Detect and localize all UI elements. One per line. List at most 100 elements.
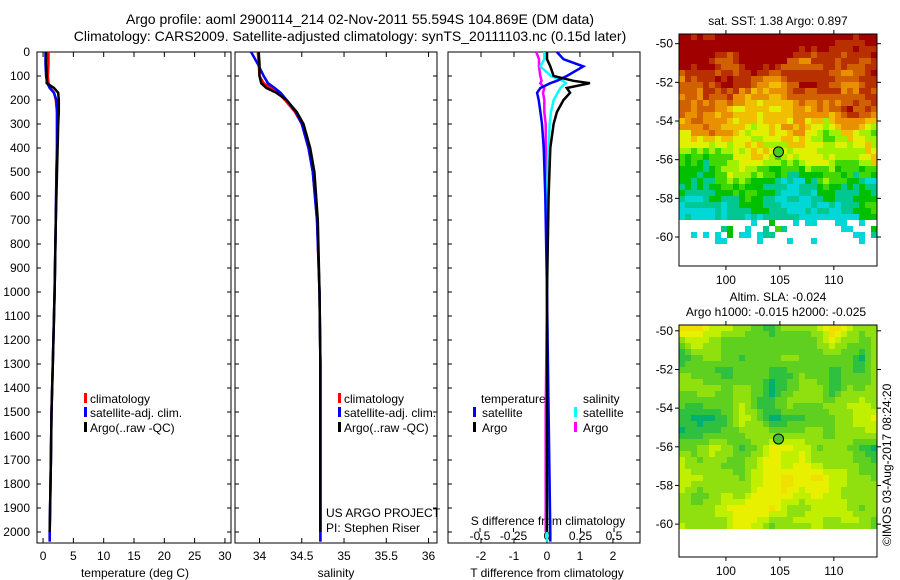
map-cell: [757, 373, 763, 379]
map-cell: [823, 148, 829, 154]
map-cell: [859, 367, 865, 373]
map-cell: [703, 136, 709, 142]
map-cell: [841, 52, 847, 58]
map-cell: [841, 172, 847, 178]
map-cell: [685, 343, 691, 349]
map-cell: [835, 367, 841, 373]
map-cell: [865, 178, 871, 184]
map-cell: [745, 391, 751, 397]
map-cell: [715, 475, 721, 481]
map-cell: [823, 70, 829, 76]
map-cell: [739, 403, 745, 409]
map-cell: [727, 403, 733, 409]
map-cell: [817, 463, 823, 469]
map-cell: [691, 421, 697, 427]
map-cell: [847, 118, 853, 124]
map-cell: [751, 361, 757, 367]
map-cell: [727, 415, 733, 421]
map-cell: [727, 487, 733, 493]
map-cell: [853, 208, 859, 214]
map-cell: [835, 154, 841, 160]
map-cell: [793, 124, 799, 130]
map-cell: [799, 505, 805, 511]
map-cell: [853, 349, 859, 355]
legend-swatch-climatology: [84, 393, 87, 403]
map-cell: [703, 142, 709, 148]
map-cell: [805, 124, 811, 130]
map-cell: [865, 367, 871, 373]
map-cell: [685, 142, 691, 148]
map-cell: [703, 499, 709, 505]
map-cell: [871, 361, 877, 367]
map-cell: [799, 343, 805, 349]
map-cell: [727, 142, 733, 148]
map-cell: [829, 94, 835, 100]
map-cell: [787, 439, 793, 445]
map-cell: [769, 130, 775, 136]
map-cell: [841, 331, 847, 337]
map-cell: [871, 148, 877, 154]
map-cell: [865, 331, 871, 337]
map-cell: [817, 196, 823, 202]
map-cell: [703, 325, 709, 331]
map-cell: [757, 439, 763, 445]
map-cell: [793, 94, 799, 100]
map-cell: [817, 439, 823, 445]
map-cell: [829, 367, 835, 373]
map-cell: [733, 361, 739, 367]
map-cell: [859, 331, 865, 337]
map-cell: [739, 361, 745, 367]
x-tick-label: 34.5: [290, 549, 314, 563]
map-x-tick-label: 110: [824, 564, 843, 578]
map-cell: [709, 130, 715, 136]
map-cell: [715, 463, 721, 469]
map-frame: [678, 324, 878, 558]
map-cell: [757, 70, 763, 76]
map-cell: [841, 415, 847, 421]
map-cell: [781, 208, 787, 214]
map-cell: [721, 196, 727, 202]
map-cell: [787, 238, 793, 244]
map-cell: [793, 100, 799, 106]
map-cell: [781, 88, 787, 94]
map-cell: [679, 379, 685, 385]
map-cell: [739, 154, 745, 160]
map-cell: [871, 481, 877, 487]
map-cell: [751, 439, 757, 445]
map-cell: [739, 196, 745, 202]
map-cell: [685, 184, 691, 190]
map-cell: [841, 124, 847, 130]
map-cell: [787, 511, 793, 517]
map-cell: [835, 361, 841, 367]
map-cell: [727, 367, 733, 373]
map-cell: [685, 148, 691, 154]
map-cell: [679, 190, 685, 196]
map-cell: [679, 106, 685, 112]
map-cell: [811, 142, 817, 148]
map-cell: [733, 505, 739, 511]
map-cell: [757, 457, 763, 463]
map-cell: [769, 415, 775, 421]
map-cell: [859, 397, 865, 403]
map-cell: [793, 487, 799, 493]
map-cell: [691, 403, 697, 409]
map-cell: [715, 487, 721, 493]
map-cell: [697, 451, 703, 457]
map-cell: [691, 118, 697, 124]
map-cell: [739, 487, 745, 493]
map-cell: [841, 184, 847, 190]
map-cell: [739, 118, 745, 124]
map-cell: [685, 58, 691, 64]
map-cell: [715, 451, 721, 457]
map-cell: [685, 52, 691, 58]
map-cell: [715, 64, 721, 70]
map-cell: [829, 445, 835, 451]
map-cell: [751, 58, 757, 64]
map-cell: [835, 124, 841, 130]
map-cell: [871, 445, 877, 451]
map-cell: [685, 34, 691, 40]
map-cell: [721, 409, 727, 415]
map-cell: [775, 469, 781, 475]
map-cell: [799, 190, 805, 196]
map-cell: [709, 124, 715, 130]
